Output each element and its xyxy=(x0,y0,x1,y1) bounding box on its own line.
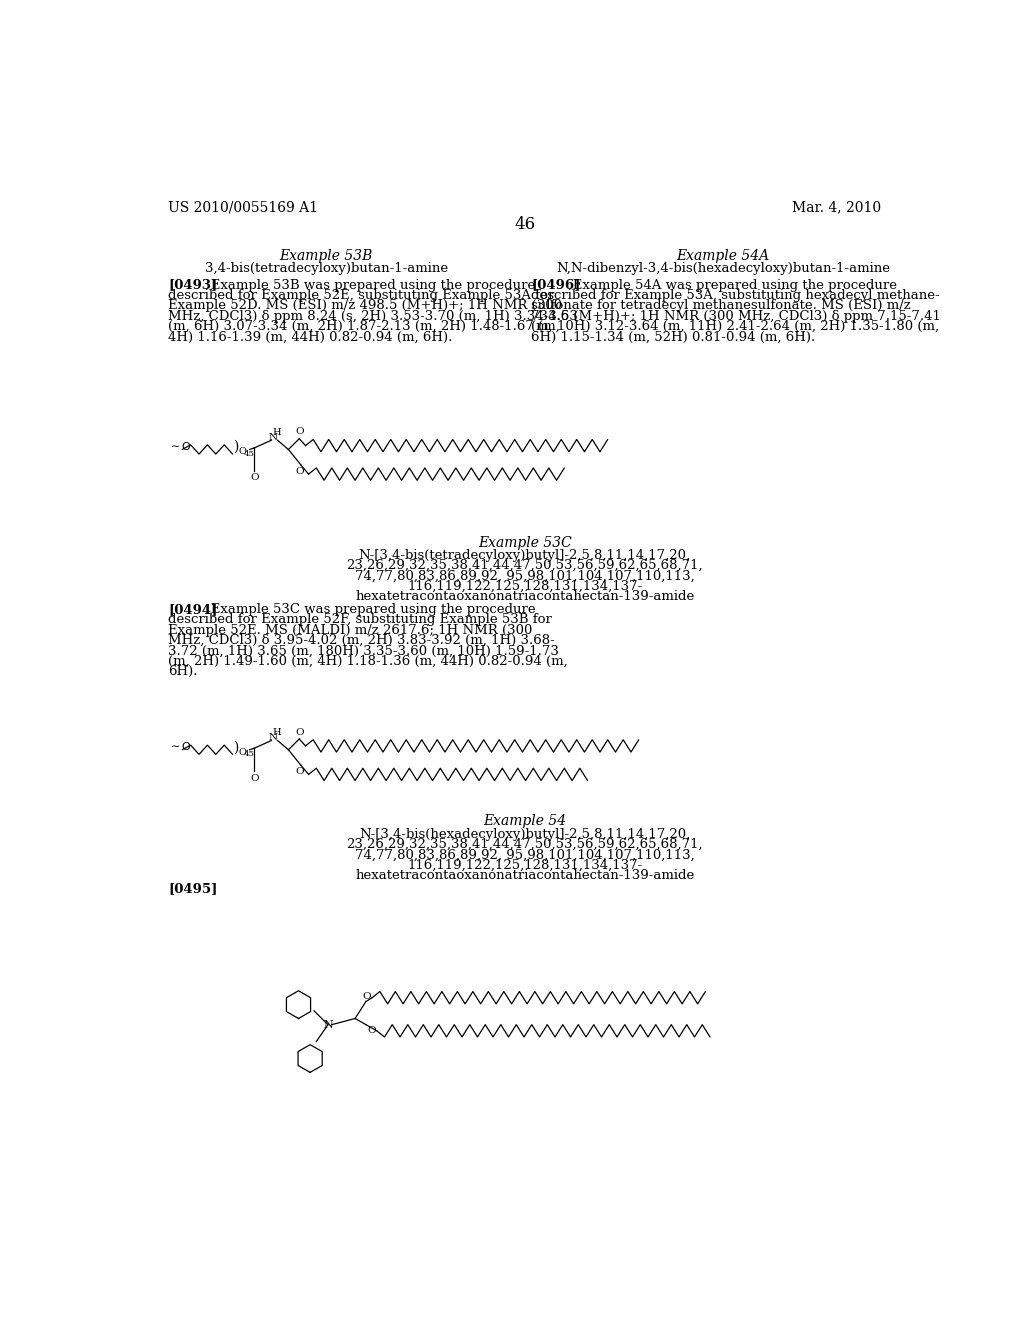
Text: (m, 2H) 1.49-1.60 (m, 4H) 1.18-1.36 (m, 44H) 0.82-0.94 (m,: (m, 2H) 1.49-1.60 (m, 4H) 1.18-1.36 (m, … xyxy=(168,655,568,668)
Text: N: N xyxy=(268,433,278,442)
Text: 6H).: 6H). xyxy=(168,665,198,678)
Text: ): ) xyxy=(232,741,238,755)
Text: Example 52E. MS (MALDI) m/z 2617.6; 1H NMR (300: Example 52E. MS (MALDI) m/z 2617.6; 1H N… xyxy=(168,624,532,636)
Text: 734.6 (M+H)+; 1H NMR (300 MHz, CDCl3) δ ppm 7.15-7.41: 734.6 (M+H)+; 1H NMR (300 MHz, CDCl3) δ … xyxy=(531,310,941,322)
Text: Example 53C was prepared using the procedure: Example 53C was prepared using the proce… xyxy=(198,603,536,616)
Text: O: O xyxy=(251,774,259,783)
Text: sulfonate for tetradecyl methanesulfonate. MS (ESI) m/z: sulfonate for tetradecyl methanesulfonat… xyxy=(531,300,910,313)
Text: Example 54: Example 54 xyxy=(483,814,566,829)
Text: hexatetracontaoxanonatriacontahectan-139-amide: hexatetracontaoxanonatriacontahectan-139… xyxy=(355,590,694,603)
Text: MHz, CDCl3) δ ppm 8.24 (s, 2H) 3.53-3.70 (m, 1H) 3.34-3.53: MHz, CDCl3) δ ppm 8.24 (s, 2H) 3.53-3.70… xyxy=(168,310,579,322)
Text: O: O xyxy=(295,767,303,776)
Text: H: H xyxy=(272,428,281,437)
Text: [0496]: [0496] xyxy=(531,279,581,292)
Text: Example 53B: Example 53B xyxy=(280,249,373,263)
Text: hexatetracontaoxanonatriacontahectan-139-amide: hexatetracontaoxanonatriacontahectan-139… xyxy=(355,869,694,882)
Text: O: O xyxy=(368,1027,376,1035)
Text: [0494]: [0494] xyxy=(168,603,218,616)
Text: 45: 45 xyxy=(244,750,254,759)
Text: 3,4-bis(tetradecyloxy)butan-1-amine: 3,4-bis(tetradecyloxy)butan-1-amine xyxy=(205,261,447,275)
Text: 3.72 (m, 1H) 3.65 (m, 180H) 3.35-3.60 (m, 10H) 1.59-1.73: 3.72 (m, 1H) 3.65 (m, 180H) 3.35-3.60 (m… xyxy=(168,644,559,657)
Text: described for Example 53A, substituting hexadecyl methane-: described for Example 53A, substituting … xyxy=(531,289,940,302)
Text: Example 52D. MS (ESI) m/z 498.5 (M+H)+; 1H NMR (300: Example 52D. MS (ESI) m/z 498.5 (M+H)+; … xyxy=(168,300,562,313)
Text: 6H) 1.15-1.34 (m, 52H) 0.81-0.94 (m, 6H).: 6H) 1.15-1.34 (m, 52H) 0.81-0.94 (m, 6H)… xyxy=(531,330,815,343)
Text: O: O xyxy=(295,428,303,436)
Text: Mar. 4, 2010: Mar. 4, 2010 xyxy=(793,201,882,215)
Text: 116,119,122,125,128,131,134,137-: 116,119,122,125,128,131,134,137- xyxy=(408,859,642,871)
Text: 23,26,29,32,35,38,41,44,47,50,53,56,59,62,65,68,71,: 23,26,29,32,35,38,41,44,47,50,53,56,59,6… xyxy=(346,560,703,572)
Text: [0493]: [0493] xyxy=(168,279,217,292)
Text: ): ) xyxy=(232,440,238,454)
Text: N-[3,4-bis(hexadecyloxy)butyl]-2,5,8,11,14,17,20,: N-[3,4-bis(hexadecyloxy)butyl]-2,5,8,11,… xyxy=(359,828,690,841)
Text: O: O xyxy=(251,474,259,482)
Text: 23,26,29,32,35,38,41,44,47,50,53,56,59,62,65,68,71,: 23,26,29,32,35,38,41,44,47,50,53,56,59,6… xyxy=(346,838,703,851)
Text: O: O xyxy=(295,727,303,737)
Text: O: O xyxy=(362,993,372,1002)
Text: N: N xyxy=(324,1019,333,1030)
Text: (m, 6H) 3.07-3.34 (m, 2H) 1.87-2.13 (m, 2H) 1.48-1.67 (m,: (m, 6H) 3.07-3.34 (m, 2H) 1.87-2.13 (m, … xyxy=(168,321,560,333)
Text: Example 53B was prepared using the procedure: Example 53B was prepared using the proce… xyxy=(198,279,535,292)
Text: 46: 46 xyxy=(514,216,536,234)
Text: MHz, CDCl3) δ 3.95-4.02 (m, 2H) 3.83-3.92 (m, 1H) 3.68-: MHz, CDCl3) δ 3.95-4.02 (m, 2H) 3.83-3.9… xyxy=(168,635,555,647)
Text: described for Example 52E, substituting Example 53A for: described for Example 52E, substituting … xyxy=(168,289,555,302)
Text: described for Example 52F, substituting Example 53B for: described for Example 52F, substituting … xyxy=(168,614,552,627)
Text: O: O xyxy=(295,466,303,475)
Text: [0495]: [0495] xyxy=(168,882,218,895)
Text: 4H) 1.16-1.39 (m, 44H) 0.82-0.94 (m, 6H).: 4H) 1.16-1.39 (m, 44H) 0.82-0.94 (m, 6H)… xyxy=(168,330,453,343)
Text: N: N xyxy=(268,733,278,742)
Text: $\mathsf{{\sim}O}$: $\mathsf{{\sim}O}$ xyxy=(168,440,193,451)
Text: O: O xyxy=(238,747,246,756)
Text: Example 53C: Example 53C xyxy=(478,536,571,549)
Text: 74,77,80,83,86,89,92, 95,98,101,104,107,110,113,: 74,77,80,83,86,89,92, 95,98,101,104,107,… xyxy=(355,849,694,862)
Text: (m, 10H) 3.12-3.64 (m, 11H) 2.41-2.64 (m, 2H) 1.35-1.80 (m,: (m, 10H) 3.12-3.64 (m, 11H) 2.41-2.64 (m… xyxy=(531,321,939,333)
Text: $\mathsf{{\sim}O}$: $\mathsf{{\sim}O}$ xyxy=(168,741,193,752)
Text: H: H xyxy=(272,729,281,738)
Text: 45: 45 xyxy=(244,450,254,458)
Text: US 2010/0055169 A1: US 2010/0055169 A1 xyxy=(168,201,318,215)
Text: Example 54A was prepared using the procedure: Example 54A was prepared using the proce… xyxy=(560,279,897,292)
Text: Example 54A: Example 54A xyxy=(677,249,770,263)
Text: O: O xyxy=(238,447,246,457)
Text: 116,119,122,125,128,131,134,137-: 116,119,122,125,128,131,134,137- xyxy=(408,579,642,593)
Text: 74,77,80,83,86,89,92, 95,98,101,104,107,110,113,: 74,77,80,83,86,89,92, 95,98,101,104,107,… xyxy=(355,570,694,582)
Text: N-[3,4-bis(tetradecyloxy)butyl]-2,5,8,11,14,17,20,: N-[3,4-bis(tetradecyloxy)butyl]-2,5,8,11… xyxy=(358,549,691,562)
Text: N,N-dibenzyl-3,4-bis(hexadecyloxy)butan-1-amine: N,N-dibenzyl-3,4-bis(hexadecyloxy)butan-… xyxy=(556,261,890,275)
